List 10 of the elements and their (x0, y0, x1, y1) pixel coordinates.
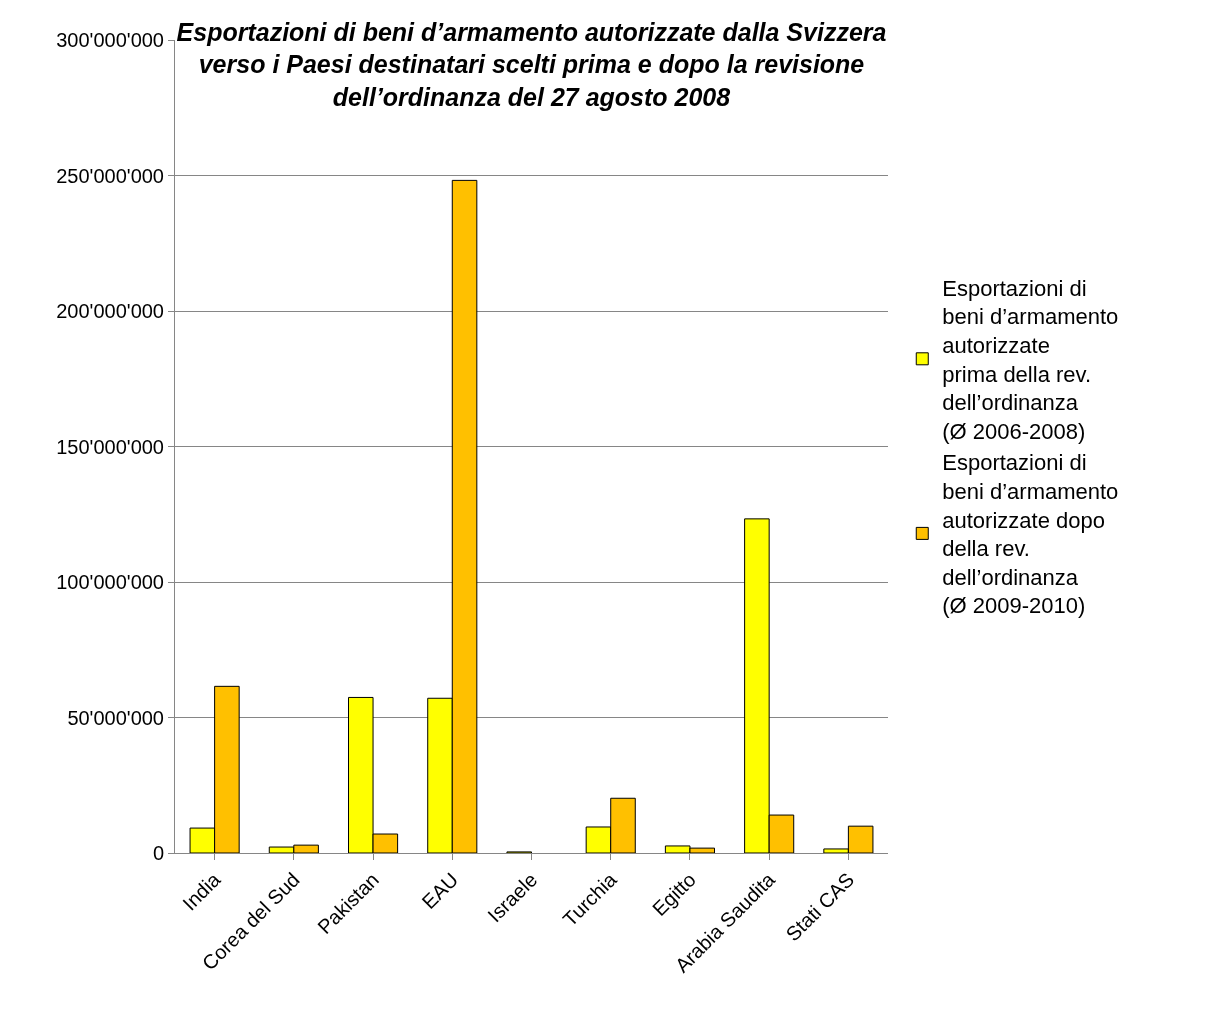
y-tick-label: 100'000'000 (56, 571, 164, 593)
y-tick-label: 300'000'000 (56, 29, 164, 51)
legend-label: Esportazioni di beni d’armamento autorizzate dopo della rev. dell’ordinanza (Ø 2009-2010) (942, 450, 1119, 619)
y-tick-label: 0 (152, 842, 164, 864)
legend-label: Esportazioni di beni d’armamento autorizzate prima della rev. dell’ordinanza (Ø 2006-2008) (942, 275, 1119, 444)
chart-title: Esportazioni di beni d’armamento autorizzate dalla Svizzera verso i Paesi destinatari scelti prima e dopo la revisione dell’ordinanza del 27 agosto 2008 (176, 17, 887, 111)
y-tick-label: 150'000'000 (56, 435, 164, 458)
y-tick-label: 200'000'000 (56, 300, 164, 322)
y-tick-label: 50'000'000 (67, 706, 164, 729)
y-tick-label: 250'000'000 (56, 164, 164, 187)
